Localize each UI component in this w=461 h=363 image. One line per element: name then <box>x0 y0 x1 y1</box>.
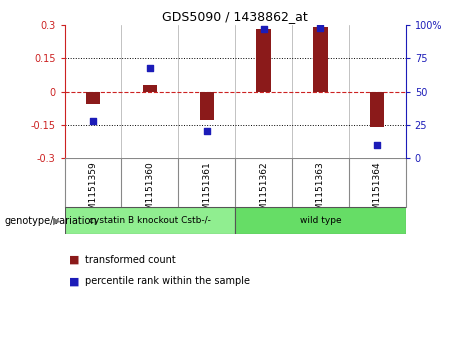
Point <box>317 25 324 31</box>
Text: percentile rank within the sample: percentile rank within the sample <box>85 276 250 286</box>
Text: ■: ■ <box>69 254 80 265</box>
Text: wild type: wild type <box>300 216 341 225</box>
Text: GSM1151360: GSM1151360 <box>145 162 154 223</box>
Bar <box>370 91 384 127</box>
Text: GSM1151361: GSM1151361 <box>202 162 211 223</box>
Text: transformed count: transformed count <box>85 254 176 265</box>
Point <box>373 142 381 147</box>
Point <box>203 129 210 134</box>
Text: cystatin B knockout Cstb-/-: cystatin B knockout Cstb-/- <box>89 216 211 225</box>
Text: GSM1151364: GSM1151364 <box>373 162 382 222</box>
Title: GDS5090 / 1438862_at: GDS5090 / 1438862_at <box>162 10 308 23</box>
Bar <box>256 29 271 91</box>
Bar <box>86 91 100 104</box>
FancyBboxPatch shape <box>235 207 406 234</box>
Bar <box>143 85 157 91</box>
Bar <box>200 91 214 120</box>
Point <box>260 26 267 32</box>
Bar <box>313 26 327 91</box>
Point <box>89 118 97 123</box>
Text: ■: ■ <box>69 276 80 286</box>
Text: ▶: ▶ <box>53 216 60 225</box>
Point <box>146 65 154 71</box>
Text: GSM1151359: GSM1151359 <box>89 162 97 223</box>
FancyBboxPatch shape <box>65 207 235 234</box>
Text: genotype/variation: genotype/variation <box>5 216 97 225</box>
Text: GSM1151362: GSM1151362 <box>259 162 268 222</box>
Text: GSM1151363: GSM1151363 <box>316 162 325 223</box>
